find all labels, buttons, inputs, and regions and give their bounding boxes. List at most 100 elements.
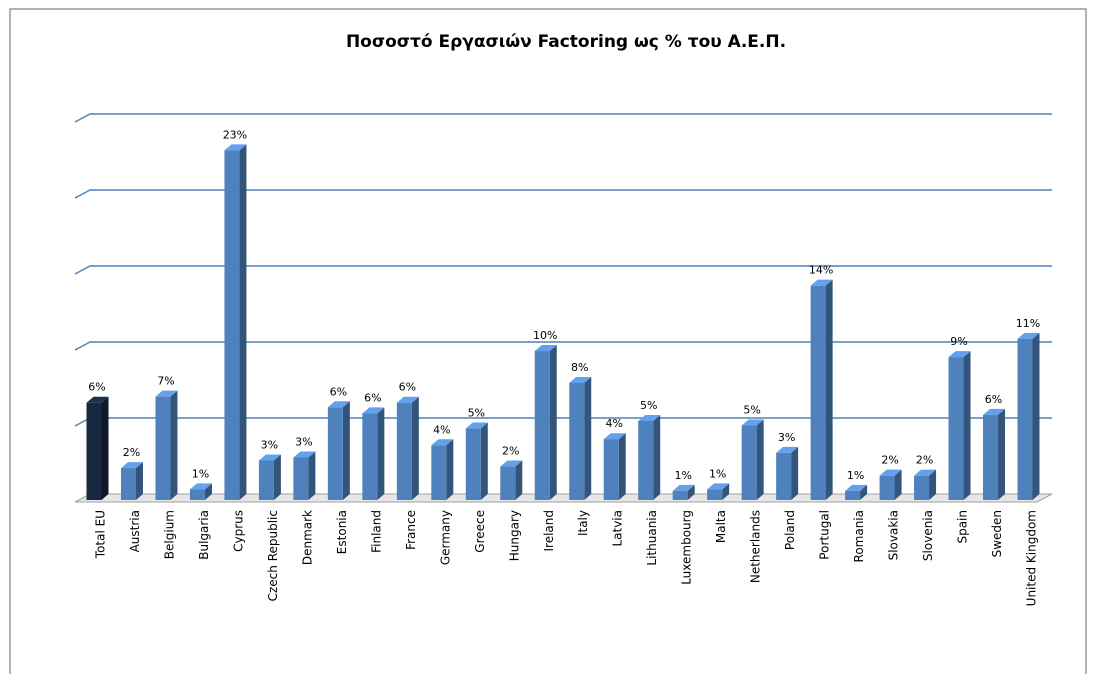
- bar: [879, 475, 895, 500]
- value-label: 1%: [847, 469, 864, 482]
- x-tick-label: Total EU: [94, 510, 108, 559]
- bar-side: [1032, 332, 1040, 500]
- bar-side: [549, 345, 557, 500]
- bar: [776, 452, 792, 500]
- value-label: 6%: [88, 381, 105, 394]
- bar-side: [101, 396, 109, 500]
- bar: [603, 439, 619, 500]
- x-tick-label: Cyprus: [231, 510, 245, 552]
- value-label: 6%: [364, 391, 381, 404]
- bar-top: [810, 279, 833, 286]
- bar: [327, 407, 343, 500]
- bar-top: [983, 408, 1006, 415]
- bar-side: [756, 419, 764, 500]
- value-label: 23%: [223, 128, 247, 141]
- bar: [672, 490, 688, 500]
- x-tick-label: Belgium: [162, 510, 176, 559]
- bar-top: [189, 483, 212, 490]
- bar-top: [293, 451, 316, 458]
- bar-side: [273, 454, 281, 500]
- bar-top: [638, 414, 661, 421]
- x-tick-label: France: [404, 510, 418, 550]
- grid-line: [74, 265, 1052, 275]
- x-tick-label: Portugal: [818, 510, 832, 560]
- bar: [914, 475, 930, 500]
- bar-top: [776, 446, 799, 453]
- bar-top: [948, 351, 971, 358]
- bar-side: [239, 144, 247, 500]
- x-tick-label: Finland: [369, 510, 383, 553]
- bar-top: [603, 433, 626, 440]
- x-tick-label: Spain: [956, 510, 970, 544]
- value-label: 1%: [192, 467, 209, 480]
- value-label: 6%: [399, 381, 416, 394]
- bar-side: [894, 469, 902, 500]
- bar: [396, 402, 412, 500]
- x-tick-label: Austria: [128, 510, 142, 552]
- bar: [534, 351, 550, 500]
- bar-side: [204, 483, 212, 500]
- value-label: 2%: [881, 454, 898, 467]
- bar-top: [86, 396, 109, 403]
- x-tick-label: United Kingdom: [1025, 510, 1039, 606]
- x-tick-label: Slovenia: [921, 510, 935, 561]
- bar: [224, 150, 240, 500]
- x-tick-label: Romania: [852, 510, 866, 562]
- x-tick-label: Denmark: [300, 510, 314, 565]
- value-label: 2%: [123, 446, 140, 459]
- chart-border: [9, 8, 1087, 674]
- bar-top: [362, 407, 385, 414]
- value-label: 11%: [1016, 317, 1040, 330]
- bar: [293, 457, 309, 500]
- bar: [431, 445, 447, 500]
- x-tick-label: Italy: [576, 510, 590, 536]
- bar-top: [396, 396, 419, 403]
- value-label: 5%: [468, 407, 485, 420]
- bar-side: [722, 483, 730, 500]
- bar-side: [515, 460, 523, 500]
- bar-side: [998, 408, 1006, 500]
- value-label: 2%: [502, 445, 519, 458]
- value-label: 8%: [571, 361, 588, 374]
- bar-side: [687, 484, 695, 500]
- value-label: 10%: [533, 329, 557, 342]
- grid-line: [74, 113, 1052, 123]
- bar: [638, 420, 654, 500]
- value-label: 7%: [157, 375, 174, 388]
- bar-side: [342, 401, 350, 500]
- bar: [983, 414, 999, 500]
- x-tick-label: Czech Republic: [266, 510, 280, 601]
- bar: [707, 489, 723, 500]
- chart-title: Ποσοστό Εργασιών Factoring ως % του Α.Ε.…: [346, 32, 786, 52]
- x-tick-label: Greece: [473, 510, 487, 553]
- x-tick-label: Poland: [783, 510, 797, 550]
- bar-side: [377, 407, 385, 500]
- bar: [362, 413, 378, 500]
- bar-top: [707, 483, 730, 490]
- bar: [569, 382, 585, 500]
- value-label: 5%: [743, 404, 760, 417]
- bar-top: [120, 462, 143, 469]
- bar-top: [879, 469, 902, 476]
- bar-top: [500, 460, 523, 467]
- x-tick-label: Netherlands: [749, 510, 763, 583]
- bar-side: [170, 390, 178, 500]
- bar-top: [741, 419, 764, 426]
- bar-side: [618, 433, 626, 500]
- bar-side: [791, 446, 799, 500]
- x-tick-label: Ireland: [542, 510, 556, 552]
- bar-side: [584, 376, 592, 500]
- bar-top: [534, 345, 557, 352]
- x-tick-label: Hungary: [507, 510, 521, 561]
- bar-side: [929, 469, 937, 500]
- value-label: 1%: [709, 467, 726, 480]
- bar-side: [446, 439, 454, 500]
- x-tick-label: Lithuania: [645, 510, 659, 566]
- bar: [465, 428, 481, 500]
- value-label: 3%: [295, 435, 312, 448]
- bar-side: [135, 462, 143, 500]
- x-tick-label: Luxembourg: [680, 510, 694, 585]
- bar: [948, 357, 964, 500]
- bar-top: [1017, 332, 1040, 339]
- bar-top: [845, 484, 868, 491]
